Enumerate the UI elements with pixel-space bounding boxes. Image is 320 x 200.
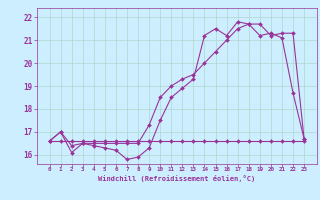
X-axis label: Windchill (Refroidissement éolien,°C): Windchill (Refroidissement éolien,°C) [98,175,255,182]
